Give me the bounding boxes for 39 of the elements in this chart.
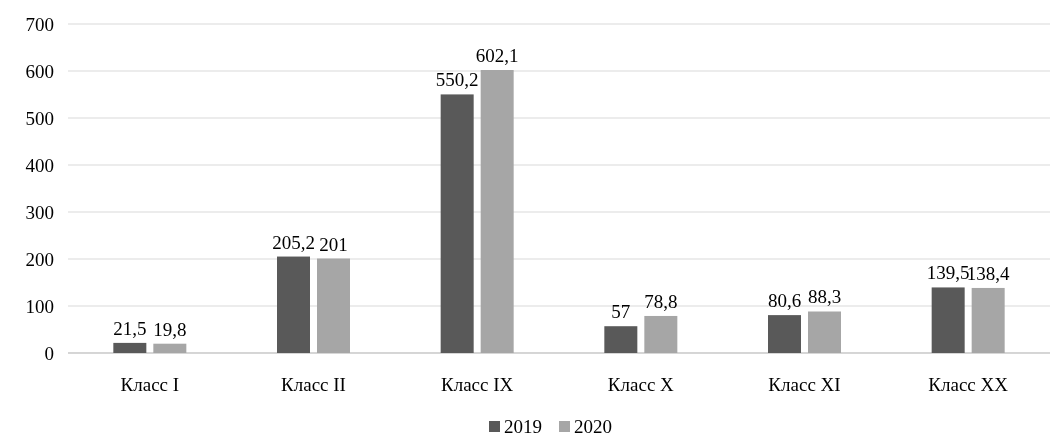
legend-label: 2020	[574, 416, 612, 437]
data-label: 21,5	[113, 317, 147, 339]
x-tick-label: Класс II	[281, 374, 346, 395]
bar	[604, 326, 638, 353]
data-label: 78,8	[644, 290, 678, 312]
bar	[971, 287, 1005, 353]
data-label: 88,3	[807, 286, 842, 308]
data-label: 19,8	[153, 318, 187, 340]
data-label: 602,1	[475, 45, 519, 67]
y-tick-label: 0	[44, 342, 54, 364]
y-tick-label: 200	[25, 248, 54, 270]
bar	[277, 256, 310, 353]
bar	[317, 258, 350, 353]
bar	[113, 342, 147, 353]
data-label: 139,5	[926, 262, 970, 284]
legend-label: 2019	[504, 416, 542, 437]
bar	[480, 70, 514, 353]
y-tick-label: 500	[25, 107, 54, 129]
x-tick-label: Класс XX	[928, 374, 1009, 395]
bar	[808, 311, 841, 353]
bar	[153, 343, 187, 353]
y-tick-label: 100	[25, 295, 54, 317]
bar	[440, 94, 474, 353]
y-tick-label: 600	[25, 60, 54, 82]
data-label: 550,2	[435, 69, 479, 91]
x-tick-label: Класс I	[120, 374, 180, 395]
data-label: 80,6	[767, 290, 802, 312]
x-tick-label: Класс X	[607, 374, 675, 395]
bar	[644, 315, 678, 353]
data-label: 201	[319, 233, 348, 255]
y-tick-label: 400	[25, 154, 54, 176]
y-tick-label: 300	[25, 201, 54, 223]
bar	[768, 315, 801, 353]
data-label: 205,2	[272, 231, 315, 253]
bar	[931, 287, 965, 353]
x-tick-label: Класс XI	[768, 374, 841, 395]
x-tick-label: Класс IX	[441, 374, 514, 395]
data-label: 57	[611, 301, 631, 323]
y-tick-label: 700	[25, 13, 54, 35]
